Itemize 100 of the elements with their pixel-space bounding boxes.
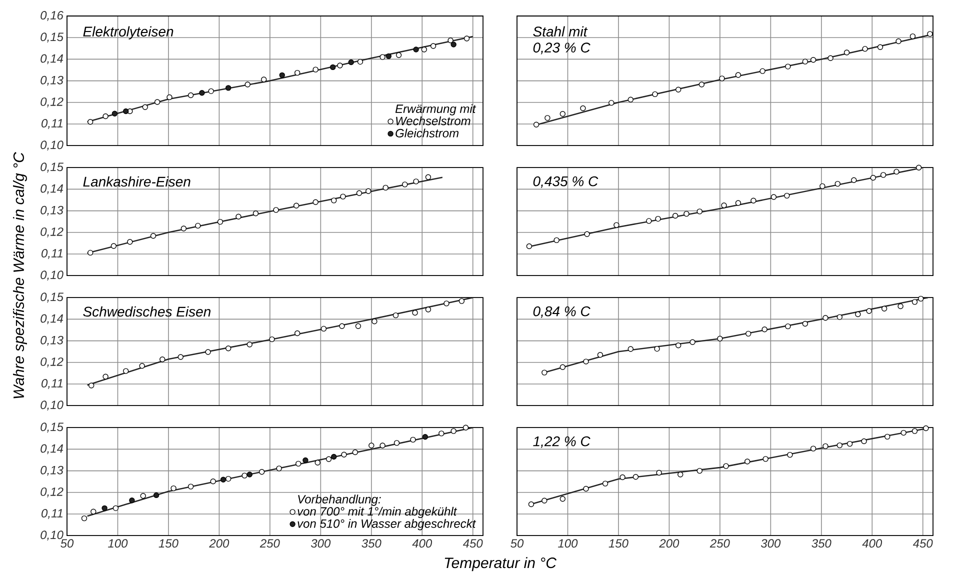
x-tick-label: 150 bbox=[158, 539, 178, 548]
text: 0,23 % C bbox=[533, 42, 590, 54]
point bbox=[675, 86, 682, 93]
point bbox=[785, 64, 791, 70]
point bbox=[762, 456, 768, 462]
point bbox=[153, 492, 160, 498]
point bbox=[896, 38, 902, 44]
point bbox=[628, 346, 634, 352]
point bbox=[366, 188, 372, 194]
point bbox=[356, 190, 362, 196]
point bbox=[413, 178, 419, 184]
point bbox=[672, 212, 678, 219]
x-tick-label: 50 bbox=[60, 539, 74, 548]
point bbox=[220, 476, 226, 483]
x-tick-label: 250 bbox=[710, 539, 730, 548]
y-tick-label: 0,12 bbox=[40, 487, 64, 498]
text: Elektrolyteisen bbox=[83, 26, 174, 40]
y-tick-label: 0,10 bbox=[40, 270, 64, 281]
point bbox=[784, 192, 790, 199]
point bbox=[331, 198, 337, 204]
point bbox=[294, 70, 300, 76]
point bbox=[425, 174, 432, 180]
legend-label: Gleichstrom bbox=[396, 128, 458, 138]
point bbox=[927, 31, 933, 37]
point bbox=[836, 314, 843, 320]
point bbox=[912, 428, 918, 434]
point bbox=[273, 207, 279, 213]
point bbox=[762, 326, 768, 332]
y-tick-label: 0,13 bbox=[40, 76, 64, 86]
point bbox=[820, 183, 826, 190]
point bbox=[450, 42, 456, 48]
point bbox=[394, 440, 400, 446]
point bbox=[260, 76, 267, 82]
point bbox=[330, 64, 336, 70]
point bbox=[279, 72, 285, 78]
point bbox=[717, 336, 723, 342]
point bbox=[320, 326, 327, 332]
point bbox=[258, 469, 265, 475]
point bbox=[102, 113, 108, 120]
point bbox=[602, 480, 608, 486]
point bbox=[170, 485, 176, 492]
y-tick-label: 0,15 bbox=[40, 32, 64, 43]
y-tick-label: 0,14 bbox=[40, 444, 64, 454]
point bbox=[430, 43, 436, 49]
y-tick-label: 0,11 bbox=[42, 379, 62, 389]
point bbox=[923, 425, 929, 432]
y-tick-label: 0,13 bbox=[40, 206, 64, 216]
point bbox=[421, 46, 428, 52]
point bbox=[655, 216, 661, 222]
point bbox=[438, 430, 444, 436]
point bbox=[580, 105, 586, 112]
y-tick-label: 0,11 bbox=[42, 119, 62, 129]
y-tick-label: 0,10 bbox=[40, 530, 64, 541]
point bbox=[246, 472, 252, 478]
x-tick-label: 400 bbox=[412, 539, 432, 548]
point bbox=[628, 96, 634, 102]
point bbox=[554, 237, 560, 244]
point bbox=[422, 434, 428, 440]
y-tick-label: 0,12 bbox=[40, 97, 64, 108]
y-tick-label: 0,13 bbox=[40, 336, 64, 346]
point bbox=[129, 498, 135, 504]
point bbox=[410, 436, 416, 443]
x-tick-label: 450 bbox=[912, 539, 933, 548]
point bbox=[583, 358, 589, 364]
point bbox=[770, 194, 777, 200]
y-tick-label: 0,15 bbox=[40, 292, 64, 303]
x-tick-label: 100 bbox=[558, 539, 578, 548]
point bbox=[339, 323, 345, 329]
point bbox=[597, 352, 604, 358]
point bbox=[654, 346, 660, 352]
point bbox=[142, 104, 148, 110]
x-tick-label: 200 bbox=[659, 539, 680, 548]
point bbox=[102, 505, 108, 512]
point bbox=[295, 460, 302, 467]
point bbox=[293, 202, 300, 208]
y-tick-label: 0,11 bbox=[42, 509, 62, 519]
point bbox=[225, 476, 232, 482]
point bbox=[448, 38, 454, 44]
point bbox=[900, 430, 906, 436]
point bbox=[112, 505, 119, 512]
point bbox=[205, 349, 211, 355]
x-tick-label: 300 bbox=[760, 539, 781, 548]
point bbox=[110, 243, 117, 249]
point bbox=[380, 442, 386, 448]
point bbox=[139, 363, 145, 369]
point bbox=[450, 428, 456, 434]
point bbox=[188, 92, 194, 98]
point bbox=[252, 210, 259, 216]
point bbox=[392, 312, 399, 318]
x-axis-title: Temperatur in °C bbox=[444, 557, 557, 572]
point bbox=[312, 66, 318, 72]
point bbox=[150, 233, 156, 239]
point bbox=[632, 474, 639, 480]
point bbox=[294, 330, 300, 336]
point bbox=[877, 44, 884, 50]
point bbox=[620, 474, 626, 480]
point bbox=[533, 122, 540, 128]
point bbox=[785, 323, 791, 330]
point bbox=[357, 58, 364, 65]
point bbox=[154, 99, 160, 105]
